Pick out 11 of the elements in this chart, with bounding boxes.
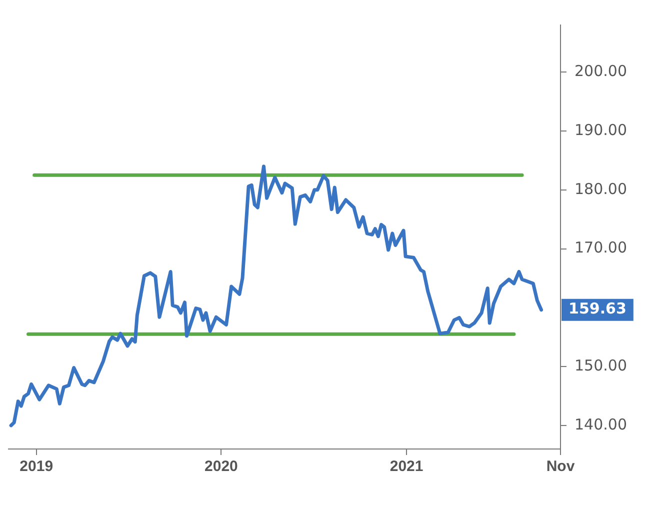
x-tick-label: 2020: [204, 458, 238, 476]
y-tick-label: 150.00: [574, 356, 628, 374]
x-tick-label: Nov: [546, 458, 576, 476]
x-tick-label: 2019: [20, 458, 54, 476]
y-tick-label: 170.00: [574, 238, 628, 257]
y-tick-label: 200.00: [574, 62, 628, 80]
annotation: 159.63: [568, 300, 626, 318]
y-tick-label: 180.00: [574, 180, 628, 198]
y-tick-label: 140.00: [574, 415, 628, 434]
x-tick-label: 2021: [390, 458, 424, 476]
y-tick-label: 190.00: [574, 120, 628, 139]
